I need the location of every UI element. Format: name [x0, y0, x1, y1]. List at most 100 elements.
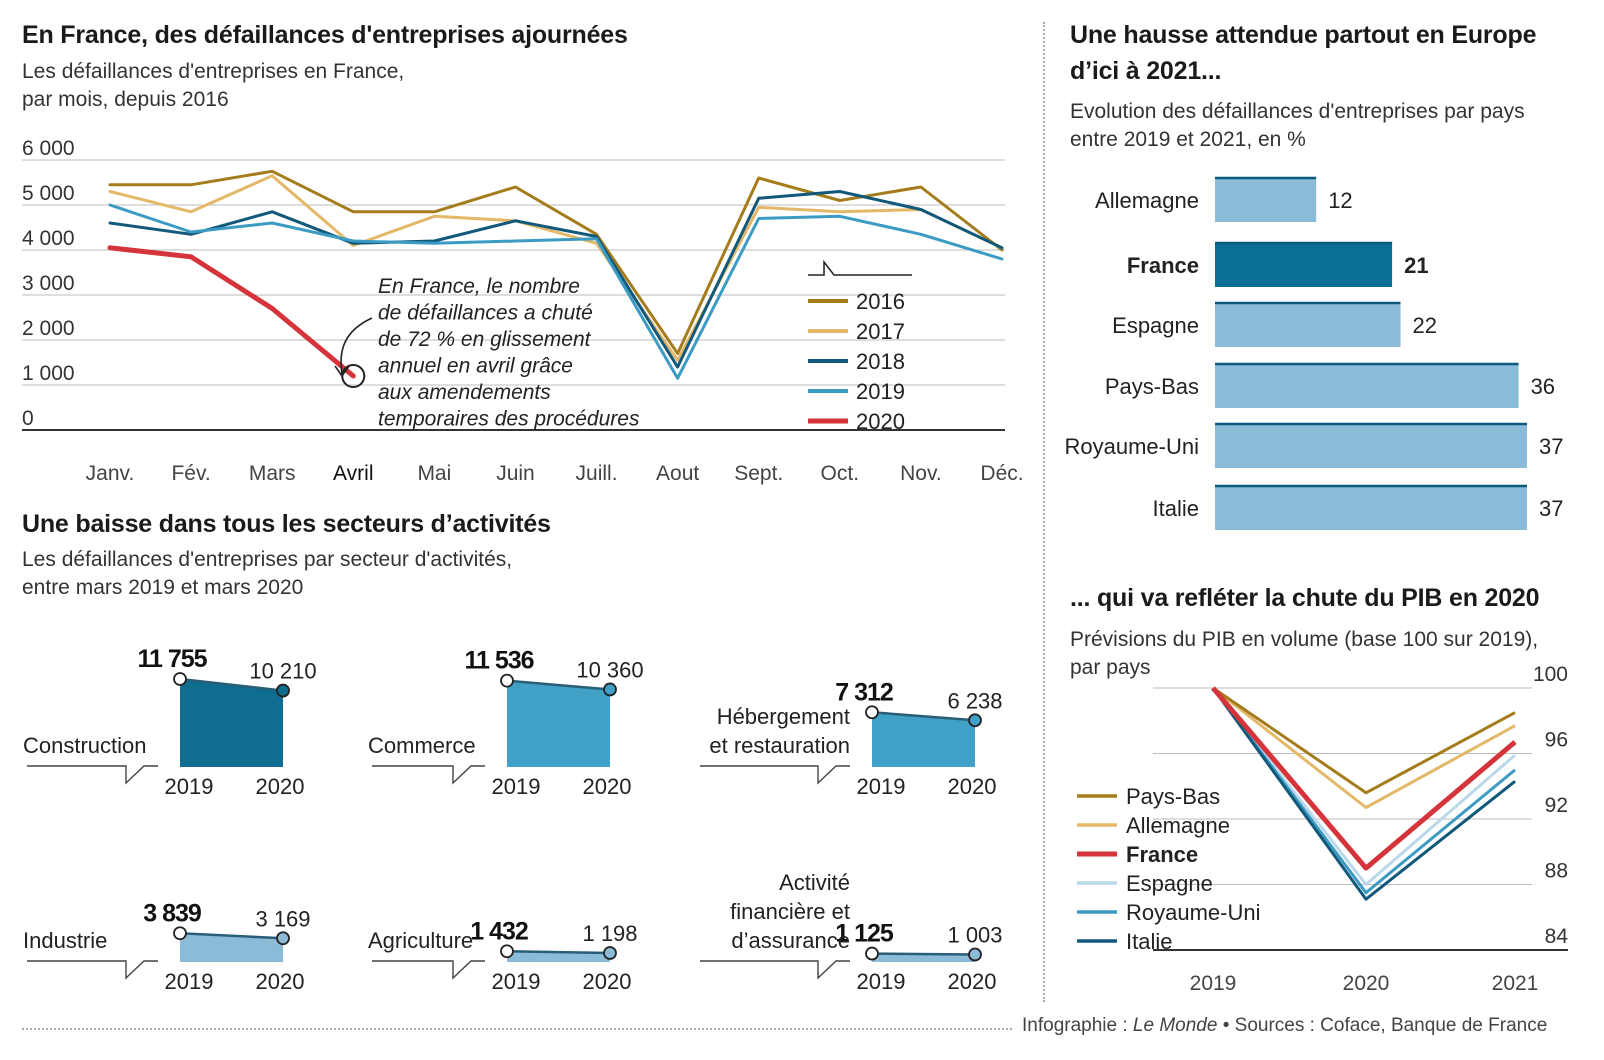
bar-Espagne — [1215, 303, 1401, 347]
legend-bracket — [808, 259, 912, 276]
bar-value-label: 22 — [1413, 313, 1437, 338]
sector-4-x-2020: 2020 — [583, 969, 632, 994]
sector-0-label-bracket — [27, 765, 158, 785]
sector-3-point-2019 — [173, 926, 187, 941]
sector-5-point-2020 — [968, 947, 982, 962]
annotation-text: annuel en avril grâce — [378, 355, 573, 378]
gdp-series-line-Italie — [1211, 687, 1516, 901]
sector-5-label-bracket — [700, 960, 850, 980]
chart4-subtitle-line2: par pays — [1070, 656, 1151, 679]
legend-label-2017: 2017 — [856, 319, 905, 344]
bar-category-label: Royaume-Uni — [1065, 434, 1200, 459]
sector-3-value-2020: 3 169 — [255, 906, 310, 931]
chart3-subtitle: Les défaillances d'entreprises par secte… — [22, 546, 512, 602]
x-tick-label: Nov. — [900, 462, 942, 485]
sector-2-value-2020: 6 238 — [947, 688, 1002, 713]
chart2-subtitle-line1: Evolution des défaillances d'entreprises… — [1070, 100, 1525, 123]
sector-5-value-2020: 1 003 — [947, 922, 1002, 947]
chart3-title: Une baisse dans tous les secteurs d’acti… — [22, 510, 551, 538]
chart1-subtitle-line1: Les défaillances d'entreprises en France… — [22, 60, 405, 83]
x-tick-label: Oct. — [821, 462, 860, 485]
bar-value-label: 37 — [1539, 496, 1563, 521]
bar-Italie — [1215, 486, 1527, 530]
sector-4-x-2019: 2019 — [492, 969, 541, 994]
sector-1-line — [506, 679, 611, 691]
bar-value-label: 37 — [1539, 434, 1563, 459]
sector-2-label-bracket — [700, 765, 850, 785]
sector-0-x-2020: 2020 — [256, 774, 305, 799]
sector-5-area — [872, 953, 975, 962]
y-tick-label: 2 000 — [22, 317, 75, 340]
gdp-legend-label-Royaume-Uni: Royaume-Uni — [1126, 900, 1261, 925]
gdp-series-line-Espagne — [1211, 687, 1516, 886]
sector-4-line — [506, 950, 611, 955]
sector-3-x-2019: 2019 — [165, 969, 214, 994]
bar-value-label: 12 — [1328, 188, 1352, 213]
y-tick-label: 6 000 — [22, 137, 75, 160]
legend-label-2020: 2020 — [856, 409, 905, 434]
x-tick-label: Déc. — [980, 462, 1023, 485]
sector-1-point-2020 — [603, 682, 617, 697]
bar-category-label: Espagne — [1112, 313, 1199, 338]
chart2-title: Une hausse attendue partout en Europe d’… — [1070, 17, 1536, 89]
sector-4-area — [507, 951, 610, 962]
bar-Royaume-Uni — [1215, 424, 1527, 468]
x-tick-label: Fév. — [171, 462, 210, 485]
footer-divider — [22, 1028, 1012, 1030]
sector-0-point-2019 — [173, 672, 187, 686]
chart4-title: ... qui va refléter la chute du PIB en 2… — [1070, 584, 1540, 612]
x-tick-label: Juin — [496, 462, 535, 485]
gdp-x-tick-label: 2021 — [1492, 972, 1539, 995]
sector-2-point-2019 — [865, 705, 879, 720]
annotation-text: aux amendements — [378, 381, 551, 404]
chart4-subtitle: Prévisions du PIB en volume (base 100 su… — [1070, 626, 1538, 682]
gdp-x-tick-label: 2020 — [1343, 972, 1390, 995]
chart3-subtitle-line2: entre mars 2019 et mars 2020 — [22, 576, 304, 599]
annotation-text: temporaires des procédures — [378, 408, 640, 431]
y-tick-label: 3 000 — [22, 272, 75, 295]
legend-label-2019: 2019 — [856, 379, 905, 404]
bar-Pays-Bas — [1215, 364, 1519, 408]
column-divider — [1043, 22, 1045, 1002]
sector-5-label: financière et — [730, 899, 850, 924]
x-tick-label: Aout — [656, 462, 699, 485]
bar-category-label: Pays-Bas — [1105, 374, 1199, 399]
bar-category-label: Italie — [1153, 496, 1199, 521]
annotation-arrowhead — [334, 365, 350, 378]
legend-label-2016: 2016 — [856, 289, 905, 314]
sector-4-point-2019 — [500, 944, 514, 959]
x-tick-label: Avril — [333, 462, 373, 485]
sector-0-value-2020: 10 210 — [249, 659, 316, 684]
sector-5-point-2019 — [865, 946, 879, 961]
credits-outlet: Le Monde — [1132, 1015, 1218, 1036]
y-tick-label: 0 — [22, 407, 34, 430]
chart1-title: En France, des défaillances d'entreprise… — [22, 21, 628, 49]
series-line-2020 — [107, 245, 356, 379]
sector-4-value-2019: 1 432 — [470, 917, 528, 945]
gdp-legend-label-Pays-Bas: Pays-Bas — [1126, 784, 1220, 809]
series-line-2018 — [108, 190, 1004, 369]
sector-4-value-2020: 1 198 — [582, 921, 637, 946]
sector-5-x-2019: 2019 — [857, 969, 906, 994]
bar-Allemagne — [1215, 178, 1317, 222]
sector-3-point-2020 — [276, 931, 290, 946]
series-line-2019 — [108, 203, 1004, 380]
chart2-title-line1: Une hausse attendue partout en Europe — [1070, 21, 1537, 49]
sector-3-label-bracket — [27, 960, 158, 980]
gdp-series-line-Pays-Bas — [1212, 686, 1516, 795]
sector-1-label: Commerce — [368, 733, 476, 758]
sector-5-label: d’assurance — [731, 928, 850, 953]
sector-0-x-2019: 2019 — [165, 774, 214, 799]
y-tick-label: 1 000 — [22, 362, 75, 385]
chart1-subtitle-line2: par mois, depuis 2016 — [22, 88, 229, 111]
bar-value-label: 21 — [1404, 253, 1428, 278]
gdp-y-tick-label: 96 — [1545, 729, 1568, 752]
gdp-series-line-Allemagne — [1212, 686, 1516, 809]
sector-1-label-bracket — [372, 765, 485, 785]
sector-4-point-2020 — [603, 946, 617, 960]
annotation-text: de défaillances a chuté — [378, 302, 593, 325]
gdp-legend-label-Italie: Italie — [1126, 929, 1172, 954]
